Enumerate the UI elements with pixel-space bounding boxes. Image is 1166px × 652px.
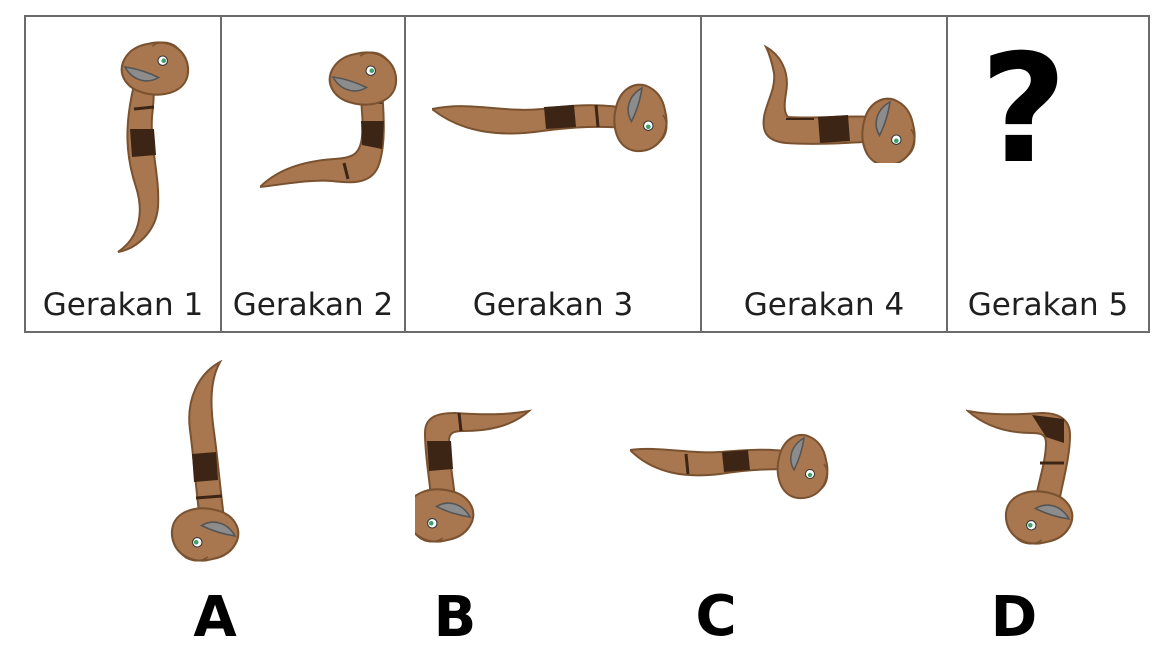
option-b[interactable]: B [405,405,535,650]
panel-label: Gerakan 2 [232,287,394,323]
sequence-panel-row: Gerakan 1 Gerakan 2 Gerakan 3 Gerakan [24,15,1150,333]
snake-horizontal-right-icon [432,83,668,153]
panel-gerakan-1: Gerakan 1 [26,17,222,331]
option-label: A [193,585,237,650]
option-label: D [990,585,1038,650]
option-c[interactable]: C [627,430,840,649]
snake-vertical-down-icon [170,359,240,562]
snake-corner-down-left-icon [964,409,1074,545]
question-mark-icon: ? [980,23,1068,197]
panel-label: Gerakan 5 [967,287,1129,323]
snake-horizontal-short-icon [627,433,829,500]
panel-gerakan-5: ? Gerakan 5 [948,17,1148,331]
option-label: C [695,584,737,649]
panel-gerakan-4: Gerakan 4 [702,17,948,331]
option-d[interactable]: D [964,405,1086,650]
snake-corner-up-icon [762,44,916,163]
snake-vertical-up-icon [117,41,190,253]
option-label: B [433,585,477,650]
panel-label: Gerakan 4 [743,287,905,323]
panel-gerakan-2: Gerakan 2 [222,17,406,331]
panel-label: Gerakan 3 [472,287,634,323]
option-a[interactable]: A [170,359,260,650]
panel-gerakan-3: Gerakan 3 [406,17,702,331]
snake-l-shape-icon [260,51,398,189]
panel-label: Gerakan 1 [42,287,204,323]
snake-corner-down-icon [405,409,533,543]
